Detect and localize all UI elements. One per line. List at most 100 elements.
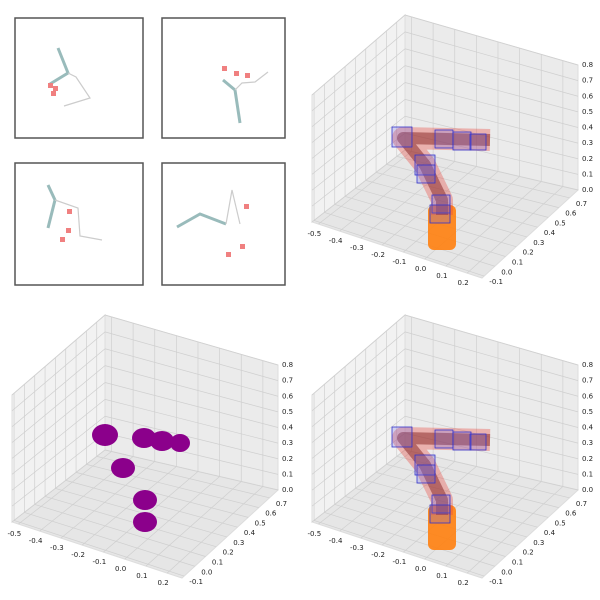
y-tick-label: 0.7	[576, 500, 587, 508]
z-tick-label: 0.5	[582, 108, 593, 116]
grid-line	[404, 415, 579, 460]
grid-line	[404, 14, 579, 66]
grid-line	[34, 504, 206, 557]
grid-line	[404, 314, 579, 366]
y-tick-label: 0.0	[201, 568, 212, 576]
grid-line	[311, 48, 406, 128]
grid-line	[334, 204, 506, 257]
grid-line	[404, 399, 579, 444]
grid-line	[11, 399, 106, 475]
grid-line	[404, 65, 579, 113]
grid-line	[13, 520, 185, 577]
grid-line	[311, 65, 406, 143]
y-tick-label: 0.5	[555, 219, 566, 227]
grid-line	[104, 399, 279, 444]
z-tick-label: 0.5	[582, 408, 593, 416]
y-tick-label: 0.7	[276, 500, 287, 508]
grid-line	[466, 186, 564, 274]
z-tick-label: 0.6	[582, 92, 594, 100]
grid-line	[75, 472, 249, 518]
grid-line	[381, 166, 477, 246]
grid-line	[311, 365, 406, 443]
z-tick-label: 0.2	[282, 455, 293, 463]
grid-line	[60, 461, 155, 539]
grid-line	[11, 432, 106, 507]
grid-line	[11, 415, 106, 491]
grid-line	[18, 451, 112, 525]
x-tick-label: -0.3	[350, 244, 364, 252]
z-tick-label: 0.3	[582, 139, 593, 147]
grid-line	[11, 348, 106, 428]
grid-line	[311, 331, 406, 412]
x-tick-label: 0.1	[136, 572, 147, 580]
z-tick-label: 0.4	[282, 424, 294, 432]
grid-line	[145, 481, 242, 567]
view-4	[161, 162, 286, 286]
y-tick-label: 0.4	[544, 529, 556, 537]
grid-line	[11, 365, 106, 443]
x-tick-label: -0.4	[329, 237, 343, 245]
grid-line	[381, 466, 477, 546]
grid-line	[11, 449, 106, 523]
grid-line	[445, 181, 542, 267]
z-tick-label: 0.1	[582, 470, 593, 478]
grid-line	[311, 348, 406, 428]
y-tick-label: 0.0	[501, 568, 512, 576]
x-tick-label: 0.1	[436, 272, 447, 280]
z-tick-label: 0.2	[582, 155, 593, 163]
view-1	[14, 17, 144, 139]
grid-line	[104, 449, 279, 491]
y-tick-label: -0.1	[189, 578, 203, 586]
x-tick-label: 0.0	[115, 565, 126, 573]
x-tick-label: 0.1	[436, 572, 447, 580]
view-3	[14, 162, 144, 286]
grid-line	[404, 82, 579, 128]
y-tick-label: 0.3	[533, 239, 544, 247]
grid-line	[166, 486, 264, 574]
x-tick-label: -0.5	[308, 530, 322, 538]
y-tick-label: 0.3	[233, 539, 244, 547]
z-tick-label: 0.6	[582, 392, 594, 400]
grid-line	[313, 520, 485, 577]
grid-line	[404, 365, 579, 413]
grid-line	[311, 132, 406, 207]
grid-line	[311, 99, 406, 175]
grid-line	[313, 220, 485, 277]
y-tick-label: 0.5	[255, 519, 266, 527]
grid-line	[11, 331, 106, 412]
grid-line	[318, 151, 412, 225]
view-2	[161, 17, 286, 139]
grid-line	[104, 415, 279, 460]
y-tick-label: 0.1	[512, 558, 523, 566]
grid-line	[311, 415, 406, 491]
y-tick-label: 0.0	[501, 268, 512, 276]
grid-line	[311, 449, 406, 523]
y-tick-label: -0.1	[489, 578, 503, 586]
x-tick-label: -0.5	[8, 530, 22, 538]
z-tick-label: 0.8	[282, 361, 293, 369]
grid-line	[11, 314, 106, 396]
grid-line	[104, 365, 279, 413]
z-tick-label: 0.3	[582, 439, 593, 447]
z-tick-label: 0.7	[582, 377, 593, 385]
grid-line	[404, 115, 579, 160]
grid-line	[311, 149, 406, 223]
grid-line	[334, 504, 506, 557]
grid-line	[404, 99, 579, 144]
x-tick-label: -0.5	[308, 230, 322, 238]
x-tick-label: -0.2	[371, 251, 385, 259]
grid-line	[404, 331, 579, 381]
y-tick-label: 0.7	[576, 200, 587, 208]
z-tick-label: 0.8	[582, 361, 593, 369]
z-tick-label: 0.3	[282, 439, 293, 447]
x-tick-label: -0.1	[393, 558, 407, 566]
z-tick-label: 0.0	[282, 486, 293, 494]
y-tick-label: 0.4	[244, 529, 256, 537]
y-tick-label: -0.1	[489, 278, 503, 286]
grid-line	[404, 348, 579, 397]
y-tick-label: 0.1	[212, 558, 223, 566]
z-tick-label: 0.6	[282, 392, 294, 400]
z-tick-label: 0.4	[582, 424, 594, 432]
z-tick-label: 0.5	[282, 408, 293, 416]
